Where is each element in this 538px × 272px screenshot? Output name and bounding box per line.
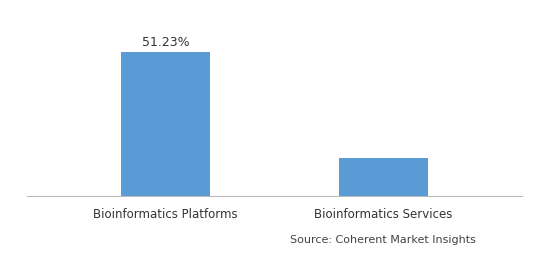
- Text: Source: Coherent Market Insights: Source: Coherent Market Insights: [291, 235, 476, 245]
- Text: 51.23%: 51.23%: [141, 36, 189, 49]
- Bar: [121, 52, 210, 196]
- Bar: [339, 158, 428, 196]
